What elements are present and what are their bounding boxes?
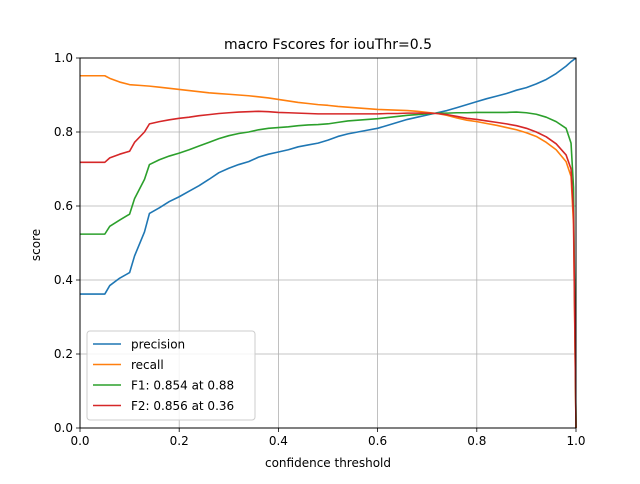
series-line-f2 — [80, 110, 577, 429]
series-line-precision — [80, 57, 577, 295]
legend-label-f2: F2: 0.856 at 0.36 — [131, 399, 234, 413]
series-line-f1 — [80, 111, 577, 429]
chart-title: macro Fscores for iouThr=0.5 — [224, 37, 432, 53]
y-axis-label: score — [29, 229, 43, 261]
y-tick-label: 1.0 — [54, 51, 73, 65]
legend-box — [86, 330, 256, 421]
y-tick-label: 0.2 — [54, 347, 73, 361]
x-tick-label: 0.8 — [467, 434, 486, 448]
legend-label-f1: F1: 0.854 at 0.88 — [131, 379, 234, 393]
x-axis-ticks: 0.0 0.2 0.4 0.6 0.8 1.0 — [70, 428, 586, 448]
y-tick-label: 0.0 — [54, 421, 73, 435]
x-tick-label: 0.4 — [269, 434, 288, 448]
plot-series — [80, 57, 577, 429]
x-axis-label: confidence threshold — [265, 456, 391, 470]
legend-label-precision: precision — [131, 338, 185, 352]
x-tick-label: 0.2 — [170, 434, 189, 448]
y-axis-ticks: 0.0 0.2 0.4 0.6 0.8 1.0 — [54, 51, 80, 435]
axes-frame — [79, 57, 577, 429]
x-tick-label: 0.6 — [368, 434, 387, 448]
legend: precision recall F1: 0.854 at 0.88 F2: 0.85… — [86, 330, 256, 421]
x-tick-label: 0.0 — [70, 434, 89, 448]
y-tick-label: 0.8 — [54, 125, 73, 139]
series-line-recall — [80, 74, 577, 429]
y-tick-label: 0.6 — [54, 199, 73, 213]
y-tick-label: 0.4 — [54, 273, 73, 287]
x-tick-label: 1.0 — [566, 434, 585, 448]
legend-label-recall: recall — [131, 358, 164, 372]
